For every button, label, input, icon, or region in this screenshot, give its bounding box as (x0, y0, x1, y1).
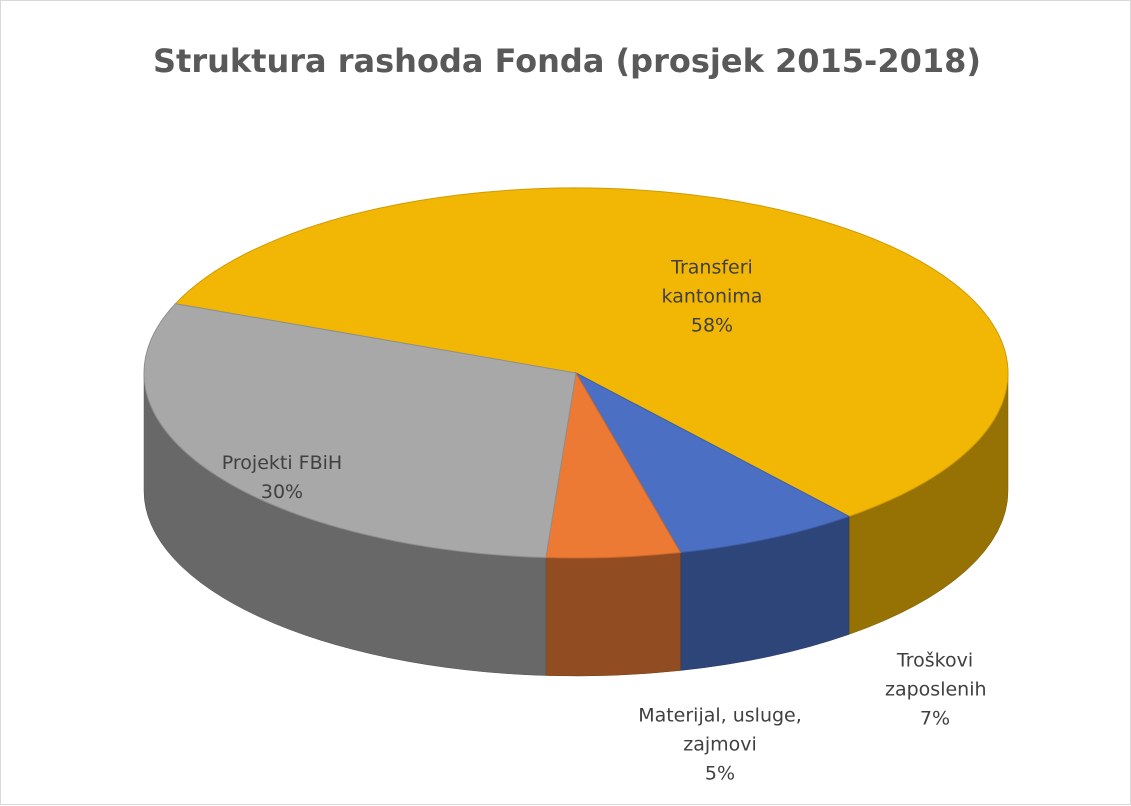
chart-title: Struktura rashoda Fonda (prosjek 2015-20… (153, 42, 981, 80)
data-label: Transferi kantonima 58% (627, 254, 797, 341)
slice-name: Materijal, usluge, zajmovi (638, 704, 802, 756)
data-label: Materijal, usluge, zajmovi 5% (620, 702, 820, 789)
pie-slice (143, 303, 577, 559)
data-label: Troškovi zaposlenih 7% (855, 647, 1015, 734)
slice-value: 58% (690, 314, 734, 337)
pie-slice (574, 371, 851, 554)
slice-name: Projekti FBiH (221, 452, 343, 474)
pie-tops (143, 187, 1009, 559)
pie-sides (143, 372, 1009, 677)
pie-slice-side (545, 552, 681, 677)
slice-name: Troškovi zaposlenih (885, 649, 987, 701)
slice-value: 5% (704, 762, 736, 785)
data-label: Projekti FBiH 30% (182, 449, 382, 507)
slice-value: 7% (919, 707, 951, 730)
slice-name: Transferi kantonima (661, 256, 763, 308)
pie-slice (174, 187, 1009, 517)
slice-value: 30% (260, 481, 304, 503)
